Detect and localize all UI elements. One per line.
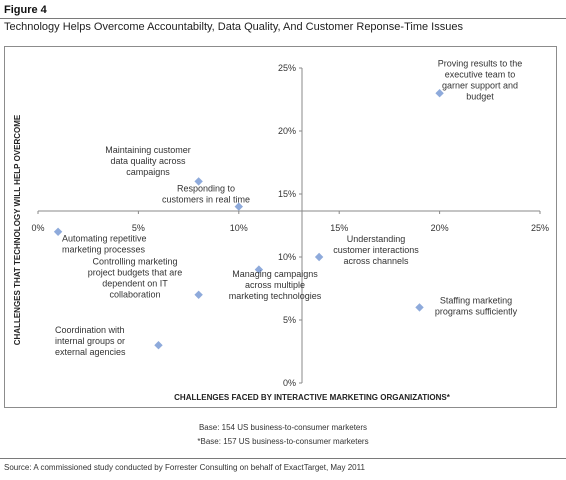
data-point-label: Controlling marketing project budgets tha… — [88, 257, 183, 300]
chart-frame — [4, 46, 557, 408]
figure-title: Technology Helps Overcome Accountabilty,… — [4, 21, 463, 33]
x-tick-label: 25% — [531, 223, 549, 233]
data-point-label: Maintaining customer data quality across c… — [105, 145, 191, 177]
x-tick-label: 0% — [31, 223, 44, 233]
data-point-label: Managing campaigns across multiple marketi… — [229, 269, 322, 301]
data-point-label: Responding to customers in real time — [162, 184, 250, 205]
footer-rule — [0, 458, 566, 459]
x-tick-label: 10% — [230, 223, 248, 233]
data-point-marker — [154, 341, 163, 350]
x-tick-label: 15% — [330, 223, 348, 233]
data-point-marker — [314, 252, 324, 262]
y-axis-title: CHALLENGES THAT TECHNOLOGY WILL HELP OVE… — [13, 114, 22, 345]
base-note-2: *Base: 157 US business-to-consumer marke… — [197, 437, 369, 446]
base-note-1: Base: 154 US business-to-consumer market… — [198, 423, 368, 432]
source-note: Source: A commissioned study conducted b… — [4, 463, 365, 472]
data-point-marker — [53, 227, 63, 236]
y-tick-label: 10% — [278, 252, 296, 262]
data-point-marker — [194, 177, 203, 186]
y-tick-label: 15% — [278, 189, 296, 199]
data-point-label: Coordination with internal groups or exter… — [55, 325, 126, 357]
y-tick-label: 0% — [283, 378, 296, 388]
figure-label: Figure 4 — [4, 4, 47, 16]
x-tick-label: 5% — [132, 223, 145, 233]
data-point-label: Staffing marketing programs sufficiently — [435, 296, 518, 317]
data-point-label: Automating repetitive marketing processes — [62, 234, 147, 255]
data-point-marker — [435, 89, 444, 98]
x-tick-label: 20% — [431, 223, 449, 233]
x-axis-title: CHALLENGES FACED BY INTERACTIVE MARKETIN… — [174, 393, 451, 402]
data-point-marker — [234, 202, 243, 211]
y-tick-label: 5% — [283, 315, 296, 325]
data-point-label: Understanding customer interactions across… — [333, 234, 419, 266]
data-point-marker — [194, 290, 203, 299]
header-rule — [0, 18, 566, 19]
data-point-marker — [254, 265, 264, 274]
data-point-marker — [415, 303, 424, 312]
data-point-label: Proving results to the executive team to g… — [438, 59, 523, 102]
y-tick-label: 20% — [278, 126, 296, 136]
y-tick-label: 25% — [278, 63, 296, 73]
